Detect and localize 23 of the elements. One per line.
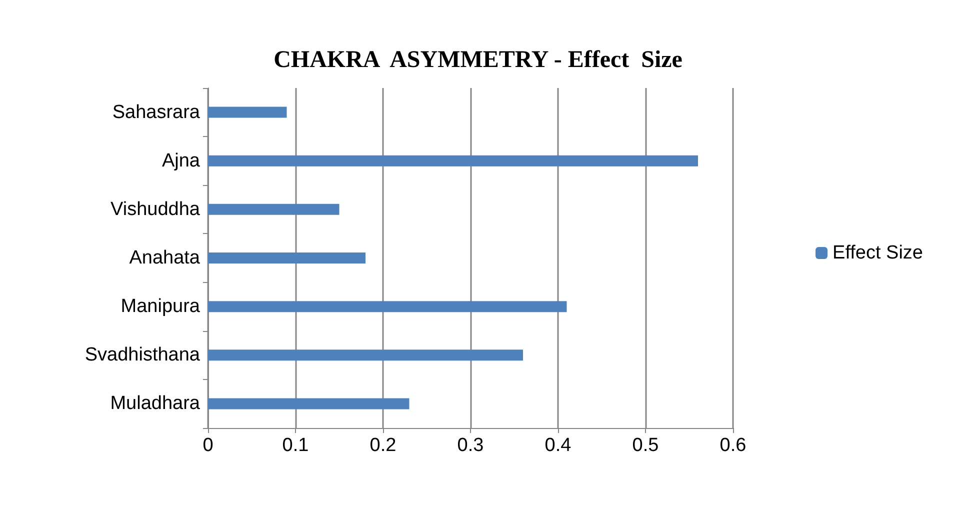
bar <box>208 350 523 361</box>
y-tick-label: Svadhisthana <box>84 344 200 366</box>
bar <box>208 301 567 312</box>
y-tick-label: Vishuddha <box>110 198 200 220</box>
x-tick-label: 0.3 <box>457 435 484 456</box>
y-tick-label: Anahata <box>129 248 200 268</box>
y-tick-label: Sahasrara <box>112 102 200 123</box>
bar <box>208 204 340 215</box>
y-tick-label: Ajna <box>162 150 200 172</box>
legend-label: Effect Size <box>832 242 924 264</box>
bar <box>208 155 698 166</box>
y-tick-label: Manipura <box>120 296 200 318</box>
bar <box>208 252 366 264</box>
bar <box>208 106 287 118</box>
x-tick-label: 0.1 <box>282 435 309 456</box>
x-tick-label: 0.6 <box>720 435 746 456</box>
x-tick-label: 0.2 <box>370 435 396 456</box>
bar <box>208 398 410 410</box>
chart-title: CHAKRA ASYMMETRY - Effect Size <box>274 47 683 73</box>
y-tick-label: Muladhara <box>110 393 200 414</box>
x-tick-label: 0.5 <box>632 435 659 456</box>
x-tick-label: 0 <box>202 435 214 456</box>
x-tick-label: 0.4 <box>544 435 572 456</box>
